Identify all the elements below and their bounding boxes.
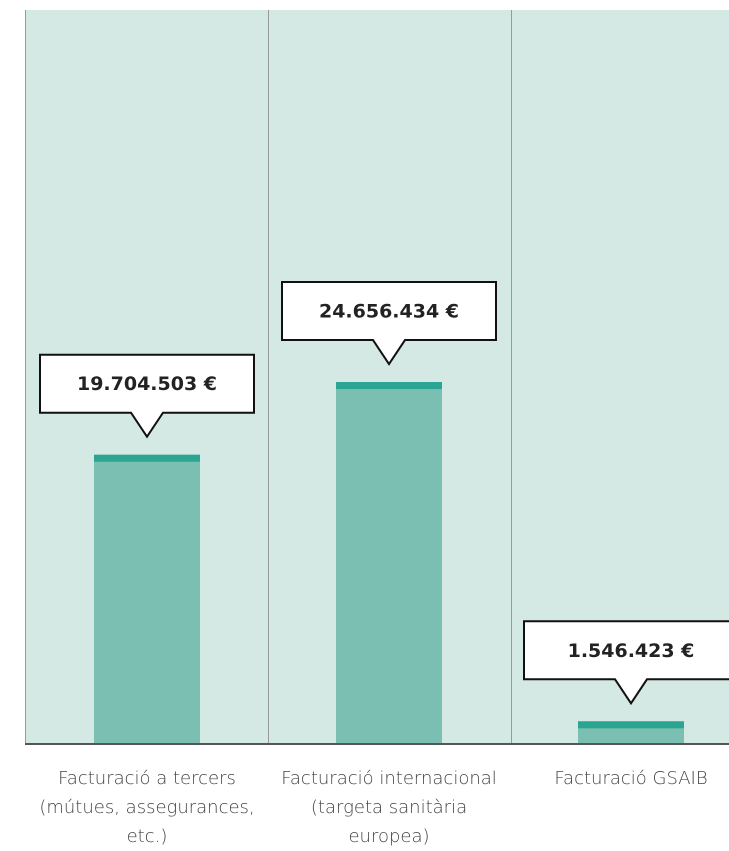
bar: [94, 454, 200, 744]
x-tick-label: Facturació a tercers (mútues, asseguranc…: [39, 768, 255, 847]
bar: [336, 382, 442, 744]
value-label: 19.704.503 €: [77, 373, 217, 395]
x-tick-label: Facturació GSAIB: [554, 768, 708, 789]
bar-cap: [94, 454, 200, 462]
value-label: 24.656.434 €: [319, 301, 459, 323]
x-tick-label: Facturació internacional (targeta sanità…: [281, 768, 497, 847]
callout: [281, 281, 497, 366]
callout: [523, 620, 729, 706]
bar-cap: [578, 721, 684, 729]
bar-cap: [336, 382, 442, 390]
value-label: 1.546.423 €: [568, 640, 695, 662]
callout: [39, 353, 255, 439]
